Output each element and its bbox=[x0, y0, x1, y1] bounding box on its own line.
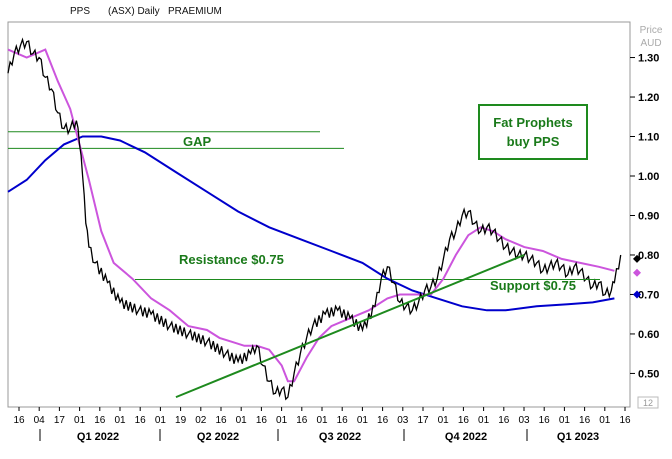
quarter-label: Q1 2022 bbox=[77, 431, 119, 443]
y-tick-label: 0.80 bbox=[638, 250, 659, 262]
x-tick-label: 16 bbox=[256, 415, 268, 426]
price-marker bbox=[633, 268, 641, 277]
x-tick-label: 16 bbox=[458, 415, 470, 426]
small-flag-label: 12 bbox=[643, 398, 653, 408]
x-tick-label: 16 bbox=[296, 415, 308, 426]
x-tick-label: 16 bbox=[498, 415, 510, 426]
x-tick-label: 16 bbox=[94, 415, 106, 426]
small-flag-box bbox=[637, 396, 659, 409]
x-tick-label: 01 bbox=[114, 415, 126, 426]
x-tick-label: 16 bbox=[377, 415, 389, 426]
x-tick-label: 01 bbox=[155, 415, 167, 426]
note-box: Fat Prophets buy PPS bbox=[478, 104, 588, 160]
x-tick-label: 01 bbox=[316, 415, 328, 426]
x-tick-label: 16 bbox=[215, 415, 227, 426]
price-line bbox=[7, 37, 622, 401]
x-tick-label: 16 bbox=[539, 415, 551, 426]
x-tick-label: 01 bbox=[478, 415, 490, 426]
x-tick-label: 16 bbox=[337, 415, 349, 426]
quarter-label: Q4 2022 bbox=[445, 431, 487, 443]
x-tick-label: 02 bbox=[195, 415, 207, 426]
x-tick-label: 03 bbox=[518, 415, 530, 426]
x-tick-label: 16 bbox=[619, 415, 631, 426]
x-tick-label: 01 bbox=[599, 415, 611, 426]
x-tick-label: 17 bbox=[417, 415, 429, 426]
x-tick-label: 16 bbox=[135, 415, 147, 426]
y-tick-label: 0.70 bbox=[638, 289, 659, 301]
y-tick-label: 0.60 bbox=[638, 329, 659, 341]
y-tick-label: 1.30 bbox=[638, 53, 659, 65]
x-tick-label: 19 bbox=[175, 415, 187, 426]
rising-trendline bbox=[175, 254, 525, 399]
quarter-label: Q2 2022 bbox=[197, 431, 239, 443]
x-tick-label: 04 bbox=[34, 415, 46, 426]
y-axis-title-line1: Price bbox=[640, 25, 663, 36]
price-marker bbox=[633, 254, 641, 263]
slow-ma-line bbox=[7, 135, 615, 312]
y-tick-label: 1.20 bbox=[638, 92, 659, 104]
x-tick-label: 01 bbox=[357, 415, 369, 426]
company-name: PRAEMIUM bbox=[168, 6, 222, 17]
x-tick-label: 01 bbox=[276, 415, 288, 426]
quarter-label: Q3 2022 bbox=[319, 431, 361, 443]
resistance-label: Resistance $0.75 bbox=[179, 252, 284, 267]
y-tick-label: 0.90 bbox=[638, 210, 659, 222]
x-tick-label: 01 bbox=[559, 415, 571, 426]
quarter-label: Q1 2023 bbox=[557, 431, 599, 443]
y-tick-label: 1.00 bbox=[638, 171, 659, 183]
y-tick-label: 0.50 bbox=[638, 368, 659, 380]
price-marker bbox=[633, 290, 641, 299]
note-line-2: buy PPS bbox=[506, 134, 560, 149]
x-tick-label: 01 bbox=[438, 415, 450, 426]
x-tick-label: 16 bbox=[579, 415, 591, 426]
x-tick-label: 16 bbox=[13, 415, 25, 426]
x-tick-label: 01 bbox=[236, 415, 248, 426]
y-tick-label: 1.10 bbox=[638, 132, 659, 144]
exchange-period: (ASX) Daily bbox=[108, 6, 160, 17]
x-tick-label: 03 bbox=[397, 415, 409, 426]
plot-area bbox=[7, 21, 631, 408]
x-tick-label: 17 bbox=[54, 415, 66, 426]
support-label: Support $0.75 bbox=[490, 278, 576, 293]
y-axis-title-line2: AUD bbox=[640, 38, 661, 49]
ticker-symbol: PPS bbox=[70, 6, 91, 17]
note-line-1: Fat Prophets bbox=[493, 115, 573, 130]
x-tick-label: 01 bbox=[74, 415, 86, 426]
gap-label: GAP bbox=[183, 134, 212, 149]
